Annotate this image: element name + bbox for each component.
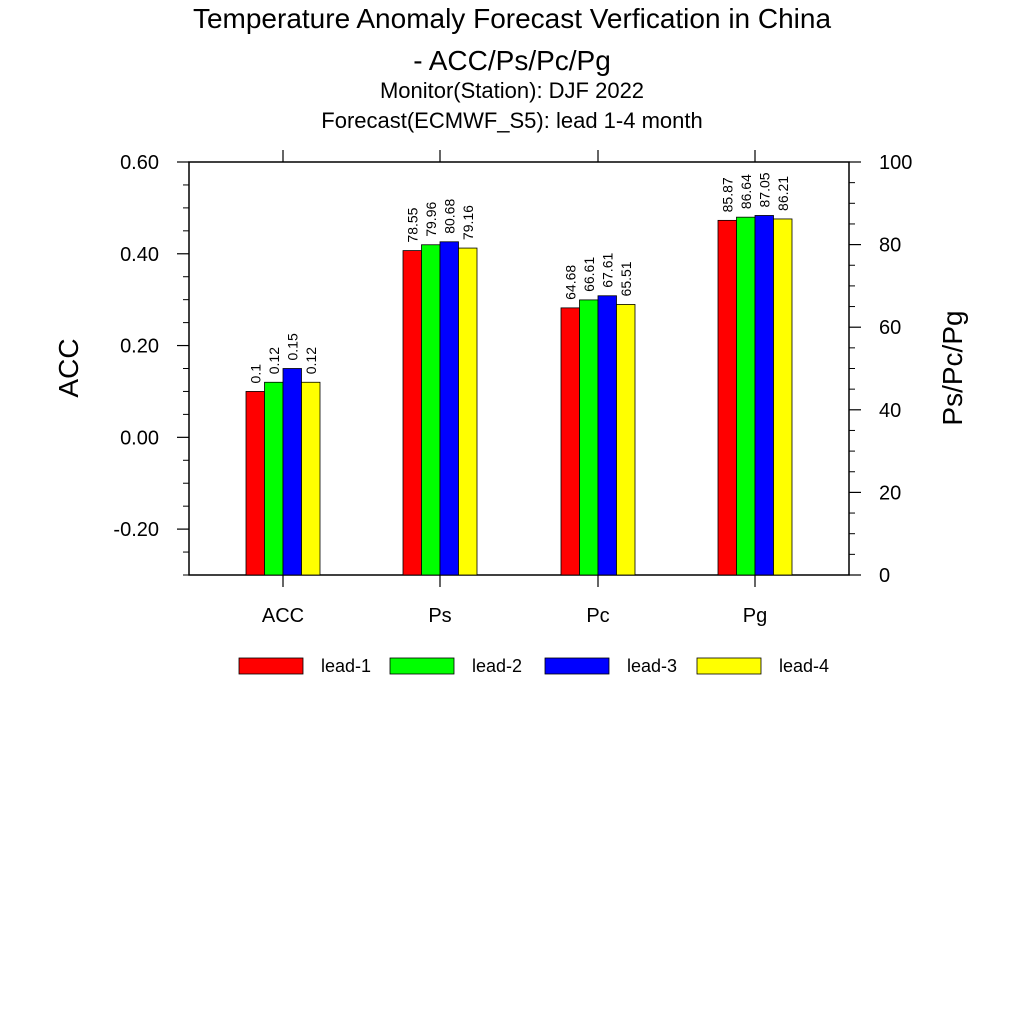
right-axis-label: Ps/Pc/Pg bbox=[937, 310, 968, 425]
bar-value-label: 66.61 bbox=[581, 257, 597, 292]
left-axis-tick-label: 0.60 bbox=[120, 152, 159, 174]
left-axis-label: ACC bbox=[53, 338, 84, 397]
bar-lead-4-Pg bbox=[773, 218, 793, 576]
legend-label-lead-1: lead-1 bbox=[321, 656, 371, 676]
bar-value-label: 67.61 bbox=[599, 253, 615, 288]
bar-lead-2-Pg bbox=[736, 216, 756, 576]
bar-lead-2-Ps bbox=[421, 244, 441, 576]
x-axis-tick-label: Pc bbox=[586, 605, 609, 627]
bar-value-label: 80.68 bbox=[441, 199, 457, 234]
bar-lead-3-Pc bbox=[597, 295, 617, 576]
legend-label-lead-3: lead-3 bbox=[627, 656, 677, 676]
right-axis-tick-label: 20 bbox=[879, 482, 901, 504]
bar-lead-4-Ps bbox=[458, 247, 478, 576]
chart-title-line2: - ACC/Ps/Pc/Pg bbox=[413, 45, 611, 76]
chart-subtitle-line1: Monitor(Station): DJF 2022 bbox=[380, 78, 644, 103]
left-axis-tick-label: 0.00 bbox=[120, 427, 159, 449]
bar-value-label: 65.51 bbox=[618, 261, 634, 296]
bar-lead-1-Ps bbox=[402, 250, 422, 576]
bar-value-label: 0.12 bbox=[266, 347, 282, 374]
right-axis-tick-label: 100 bbox=[879, 152, 912, 174]
legend-label-lead-2: lead-2 bbox=[472, 656, 522, 676]
chart-subtitle-line2: Forecast(ECMWF_S5): lead 1-4 month bbox=[321, 108, 702, 133]
bar-lead-2-Pc bbox=[579, 299, 599, 576]
bar-lead-2-ACC bbox=[264, 381, 284, 576]
left-axis-tick-label: -0.20 bbox=[113, 519, 159, 541]
legend: lead-1 lead-2 lead-3 lead-4 bbox=[238, 656, 829, 676]
bar-lead-3-Ps bbox=[439, 241, 459, 576]
legend-swatch-lead-1 bbox=[238, 657, 304, 675]
bar-value-label: 0.15 bbox=[284, 333, 300, 360]
bar-value-label: 78.55 bbox=[404, 207, 420, 242]
bar-lead-3-Pg bbox=[754, 215, 774, 576]
legend-swatch-lead-3 bbox=[544, 657, 610, 675]
left-axis-tick-label: 0.20 bbox=[120, 336, 159, 358]
bar-value-label: 79.96 bbox=[423, 202, 439, 237]
x-axis-tick-label: Ps bbox=[428, 605, 451, 627]
bar-lead-1-ACC bbox=[245, 391, 265, 576]
legend-swatch-lead-2 bbox=[389, 657, 455, 675]
bar-value-label: 86.21 bbox=[775, 176, 791, 211]
bar-value-label: 86.64 bbox=[738, 174, 754, 209]
bar-value-label: 87.05 bbox=[756, 172, 772, 207]
chart-title-line1: Temperature Anomaly Forecast Verfication… bbox=[193, 3, 832, 34]
x-axis-tick-label: ACC bbox=[262, 605, 304, 627]
right-axis-tick-label: 40 bbox=[879, 400, 901, 422]
bar-lead-4-Pc bbox=[616, 304, 636, 576]
bar-value-label: 85.87 bbox=[719, 177, 735, 212]
bar-value-label: 0.12 bbox=[303, 347, 319, 374]
bar-value-label: 64.68 bbox=[562, 265, 578, 300]
left-axis-tick-label: 0.40 bbox=[120, 244, 159, 266]
bar-lead-3-ACC bbox=[282, 368, 302, 576]
bar-lead-4-ACC bbox=[301, 381, 321, 576]
right-axis-tick-label: 60 bbox=[879, 317, 901, 339]
bar-value-label: 0.1 bbox=[247, 364, 263, 384]
bar-lead-1-Pc bbox=[560, 307, 580, 576]
legend-label-lead-4: lead-4 bbox=[779, 656, 829, 676]
right-axis-tick-label: 0 bbox=[879, 565, 890, 587]
legend-swatch-lead-4 bbox=[696, 657, 762, 675]
bar-value-label: 79.16 bbox=[460, 205, 476, 240]
bar-lead-1-Pg bbox=[717, 219, 737, 576]
right-axis-tick-label: 80 bbox=[879, 235, 901, 257]
plot-area: -0.20 0.00 0.20 0.40 0.60 0 20 40 60 80 100 ACC Ps Pc… bbox=[113, 150, 912, 627]
x-axis-tick-label: Pg bbox=[743, 605, 767, 627]
